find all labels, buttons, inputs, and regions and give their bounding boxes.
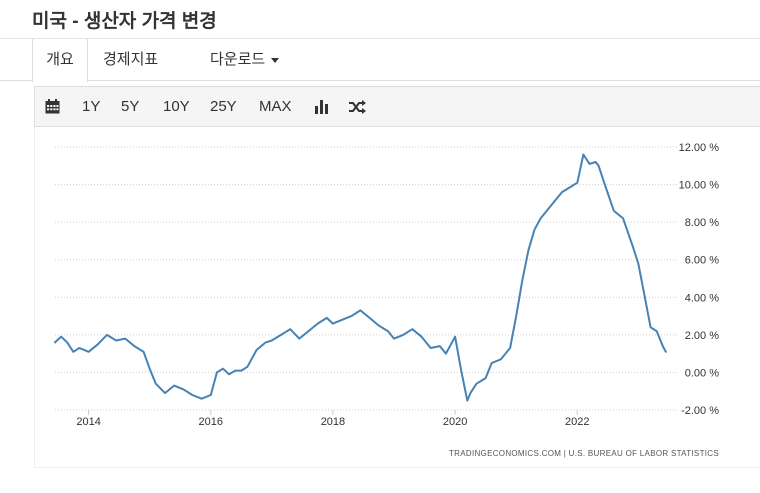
tab-overview[interactable]: 개요 xyxy=(32,39,88,82)
y-tick-label: 8.00 % xyxy=(685,217,719,229)
tab-indicators[interactable]: 경제지표 xyxy=(103,51,159,68)
y-tick-label: 6.00 % xyxy=(685,255,719,267)
x-tick-label: 2014 xyxy=(76,416,100,428)
tab-bar: 개요 경제지표 다운로드 xyxy=(0,38,760,82)
chart-area: 12.00 % 10.00 % 8.00 % 6.00 % 4.00 % 2.00 % 0.… xyxy=(34,127,760,468)
y-tick-label: 4.00 % xyxy=(685,292,719,304)
range-1y-button[interactable]: 1Y xyxy=(82,98,101,115)
y-axis-ticks: 12.00 % 10.00 % 8.00 % 6.00 % 4.00 % 2.00 % 0.… xyxy=(679,142,720,417)
y-tick-label: 10.00 % xyxy=(679,180,720,192)
range-max-button[interactable]: MAX xyxy=(259,98,292,115)
range-25y-button[interactable]: 25Y xyxy=(210,98,237,115)
x-tick-label: 2016 xyxy=(199,416,223,428)
caret-down-icon xyxy=(271,57,280,63)
y-tick-label: 2.00 % xyxy=(685,330,719,342)
range-10y-button[interactable]: 10Y xyxy=(163,98,190,115)
bar-chart-icon[interactable] xyxy=(315,100,329,114)
calendar-icon[interactable] xyxy=(45,99,60,114)
y-tick-label: -2.00 % xyxy=(681,405,719,417)
line-chart: 12.00 % 10.00 % 8.00 % 6.00 % 4.00 % 2.00 % 0.… xyxy=(54,142,720,458)
grid-lines xyxy=(55,146,679,411)
tab-download-label: 다운로드 xyxy=(210,51,266,68)
x-tick-label: 2022 xyxy=(565,416,589,428)
page-title: 미국 - 생산자 가격 변경 xyxy=(32,11,217,32)
y-tick-label: 12.00 % xyxy=(679,142,720,154)
x-tick-label: 2020 xyxy=(443,416,467,428)
range-5y-button[interactable]: 5Y xyxy=(121,98,140,115)
chart-toolbar: 1Y 5Y 10Y 25Y MAX xyxy=(34,86,760,127)
x-tick-label: 2018 xyxy=(321,416,345,428)
y-tick-label: 0.00 % xyxy=(685,367,719,379)
shuffle-icon[interactable] xyxy=(349,100,367,114)
x-axis-ticks: 2014 2016 2018 2020 2022 xyxy=(76,410,590,428)
series-line xyxy=(54,153,667,402)
source-credit: TRADINGECONOMICS.COM | U.S. BUREAU OF LA… xyxy=(449,449,719,458)
tab-download[interactable]: 다운로드 xyxy=(210,39,280,81)
